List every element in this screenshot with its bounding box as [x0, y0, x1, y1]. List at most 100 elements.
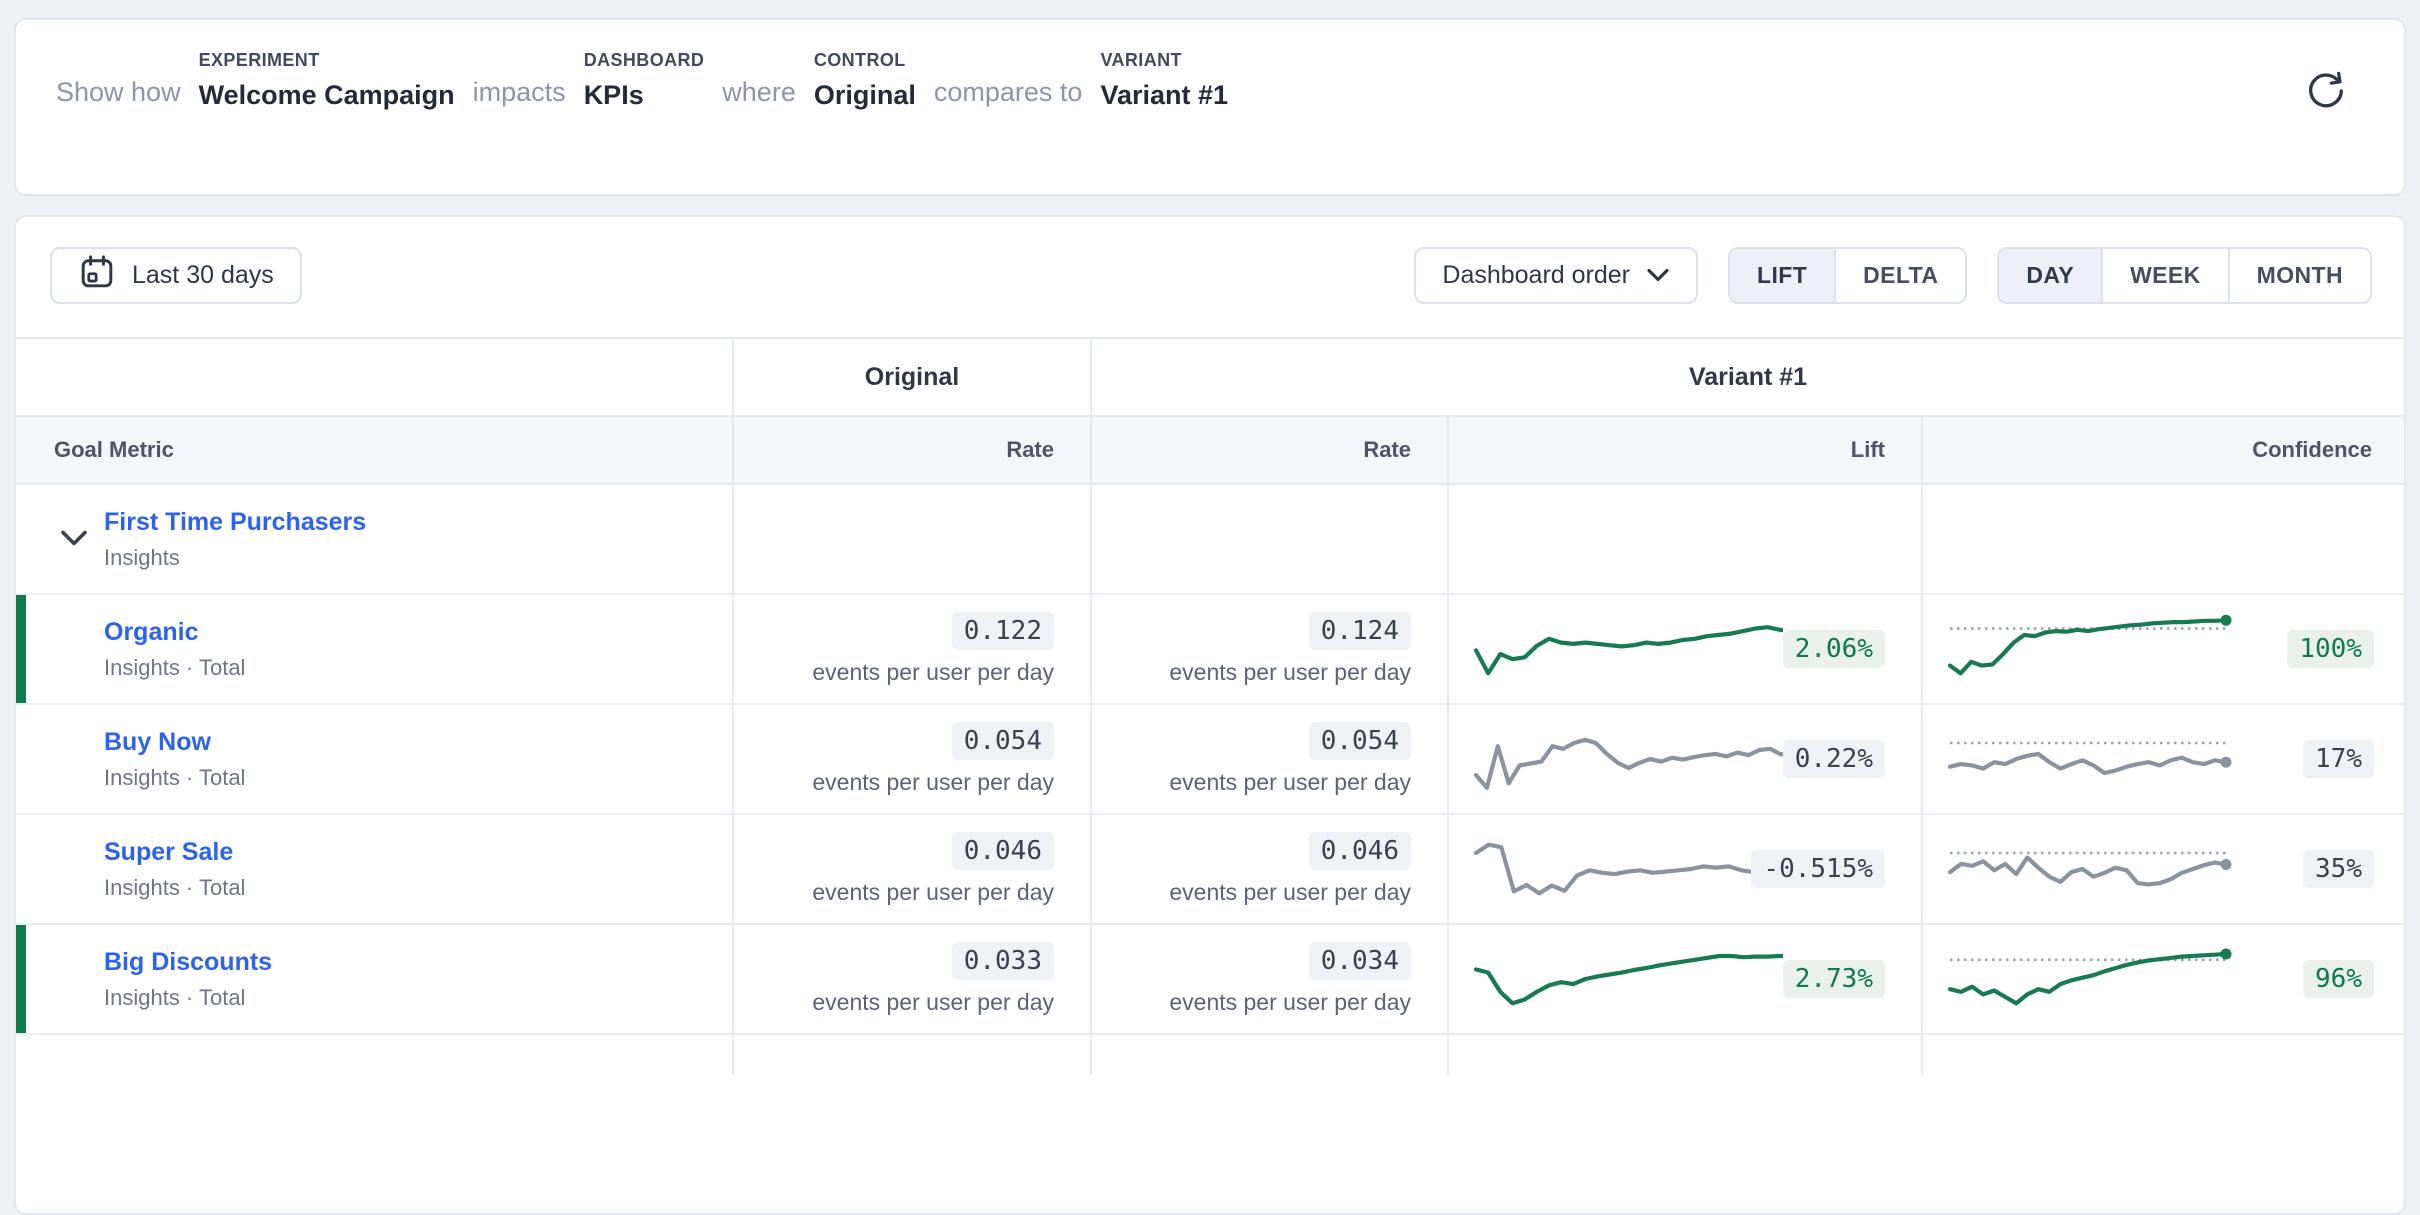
control-rate-cell: 0.122 events per user per day	[734, 595, 1092, 703]
rate-unit: events per user per day	[1169, 659, 1411, 685]
variant-rate-cell: 0.124 events per user per day	[1092, 595, 1449, 703]
goal-metric-cell: Big Discounts Insights · Total	[16, 925, 734, 1033]
variant-rate-cell: 0.034 events per user per day	[1092, 925, 1449, 1033]
toggle-week[interactable]: WEEK	[2101, 249, 2228, 302]
lift-cell: 2.73%	[1449, 925, 1923, 1033]
column-header-variant-rate: Rate	[1092, 417, 1449, 483]
refresh-button[interactable]	[2300, 66, 2352, 118]
variant-group-title: Variant #1	[1688, 362, 1808, 391]
metric-link[interactable]: Organic	[104, 617, 199, 646]
query-term-label: VARIANT	[1100, 50, 1182, 70]
metric-link[interactable]: Buy Now	[104, 727, 211, 756]
rate-value: 0.054	[1308, 722, 1411, 760]
column-header-confidence: Confidence	[2252, 437, 2372, 462]
dashboard-order-dropdown[interactable]: Dashboard order	[1414, 247, 1699, 304]
confidence-value: 100%	[2287, 630, 2374, 668]
lift-cell: -0.515%	[1449, 815, 1923, 923]
sparkline-chart	[1473, 842, 1752, 896]
sparkline-chart	[1473, 625, 1783, 676]
calendar-icon	[78, 253, 116, 298]
table-row-super-sale: Super Sale Insights · Total 0.046 events pe…	[16, 815, 2404, 925]
significance-indicator	[16, 925, 26, 1033]
metric-link[interactable]: Super Sale	[104, 837, 234, 866]
sparkline-chart	[1947, 614, 2232, 676]
rate-value: 0.124	[1308, 612, 1411, 650]
rate-value: 0.034	[1308, 942, 1411, 980]
empty-cell	[1092, 485, 1449, 593]
variant-rate-cell: 0.046 events per user per day	[1092, 815, 1449, 923]
goal-metric-cell: First Time Purchasers Insights	[16, 485, 734, 593]
query-term-label: DASHBOARD	[583, 50, 705, 70]
empty-cell	[734, 485, 1092, 593]
granularity-toggle: DAY WEEK MONTH	[1997, 247, 2372, 304]
query-term-label: EXPERIMENT	[198, 50, 320, 70]
control-rate-cell: 0.054 events per user per day	[734, 705, 1092, 813]
sparkline-end-dot	[2220, 859, 2232, 870]
query-term-value[interactable]: KPIs	[583, 80, 644, 110]
rate-unit: events per user per day	[812, 659, 1054, 685]
date-range-label: Last 30 days	[132, 261, 274, 289]
goal-metric-cell: Organic Insights · Total	[16, 595, 734, 703]
report-card: Last 30 days Dashboard order LIFT DELTA D…	[14, 215, 2406, 1215]
lift-value: 2.73%	[1782, 960, 1885, 998]
metrics-table: Original Variant #1 Goal Metric Rate Rat…	[16, 337, 2404, 1075]
confidence-cell: 17%	[1923, 705, 2404, 813]
rate-unit: events per user per day	[1169, 989, 1411, 1015]
control-rate-cell: 0.046 events per user per day	[734, 815, 1092, 923]
lift-value: 0.22%	[1782, 740, 1885, 778]
confidence-cell: 100%	[1923, 595, 2404, 703]
table-group-header-row: Original Variant #1	[16, 337, 2404, 415]
group-header-variant: Variant #1	[1092, 339, 2404, 415]
lift-delta-toggle: LIFT DELTA	[1728, 247, 1968, 304]
group-header-empty	[16, 339, 734, 415]
query-term-control[interactable]: CONTROL Original	[814, 50, 916, 111]
date-range-button[interactable]: Last 30 days	[50, 247, 302, 304]
sparkline-chart	[1473, 737, 1783, 790]
query-term-value[interactable]: Welcome Campaign	[198, 80, 455, 110]
control-group-title: Original	[864, 362, 960, 391]
metric-link[interactable]: First Time Purchasers	[104, 507, 367, 536]
refresh-icon	[2303, 68, 2349, 117]
toggle-day[interactable]: DAY	[1999, 249, 2102, 302]
confidence-value: 96%	[2303, 960, 2374, 998]
table-row-big-discounts: Big Discounts Insights · Total 0.033 events…	[16, 925, 2404, 1035]
sparkline-chart	[1473, 953, 1783, 1006]
toggle-month[interactable]: MONTH	[2227, 249, 2370, 302]
significance-indicator	[16, 595, 26, 703]
empty-cell	[1923, 485, 2404, 593]
query-term-value[interactable]: Variant #1	[1100, 80, 1229, 110]
lift-cell: 0.22%	[1449, 705, 1923, 813]
rate-value: 0.033	[951, 942, 1054, 980]
table-row-buy-now: Buy Now Insights · Total 0.054 events per u…	[16, 705, 2404, 815]
query-term-experiment[interactable]: EXPERIMENT Welcome Campaign	[199, 50, 455, 111]
metric-link[interactable]: Big Discounts	[104, 947, 273, 976]
sparkline-chart	[1947, 741, 2232, 776]
query-term-dashboard[interactable]: DASHBOARD KPIs	[584, 50, 705, 111]
metric-subtitle: Insights	[104, 544, 180, 570]
sparkline-chart	[1947, 851, 2232, 887]
confidence-cell: 35%	[1923, 815, 2404, 923]
table-column-header-row: Goal Metric Rate Rate Lift Confidence	[16, 415, 2404, 485]
experiment-report-page: { "colors": { "positive_green": "#177a52…	[14, 18, 2406, 1215]
expand-collapse-chevron-down-icon[interactable]	[57, 521, 91, 555]
rate-unit: events per user per day	[812, 769, 1054, 795]
rate-value: 0.054	[951, 722, 1054, 760]
confidence-cell: 96%	[1923, 925, 2404, 1033]
sparkline-end-dot	[2220, 756, 2232, 768]
control-rate-cell: 0.033 events per user per day	[734, 925, 1092, 1033]
rate-unit: events per user per day	[812, 989, 1054, 1015]
dashboard-order-label: Dashboard order	[1442, 261, 1631, 289]
experiment-query-card: Show how EXPERIMENT Welcome Campaign impact…	[14, 18, 2406, 196]
toggle-delta[interactable]: DELTA	[1834, 249, 1966, 302]
query-term-value[interactable]: Original	[813, 80, 916, 110]
query-term-variant[interactable]: VARIANT Variant #1	[1100, 50, 1228, 111]
rate-value: 0.046	[1308, 832, 1411, 870]
confidence-value: 35%	[2303, 850, 2374, 888]
rate-value: 0.046	[951, 832, 1054, 870]
column-header-control-rate: Rate	[734, 417, 1092, 483]
column-header-lift: Lift	[1449, 417, 1923, 483]
query-term-label: CONTROL	[813, 50, 906, 70]
sparkline-chart	[1947, 948, 2232, 1006]
toggle-lift[interactable]: LIFT	[1730, 249, 1835, 302]
experiment-summary-sentence: Show how EXPERIMENT Welcome Campaign impact…	[56, 50, 1228, 111]
